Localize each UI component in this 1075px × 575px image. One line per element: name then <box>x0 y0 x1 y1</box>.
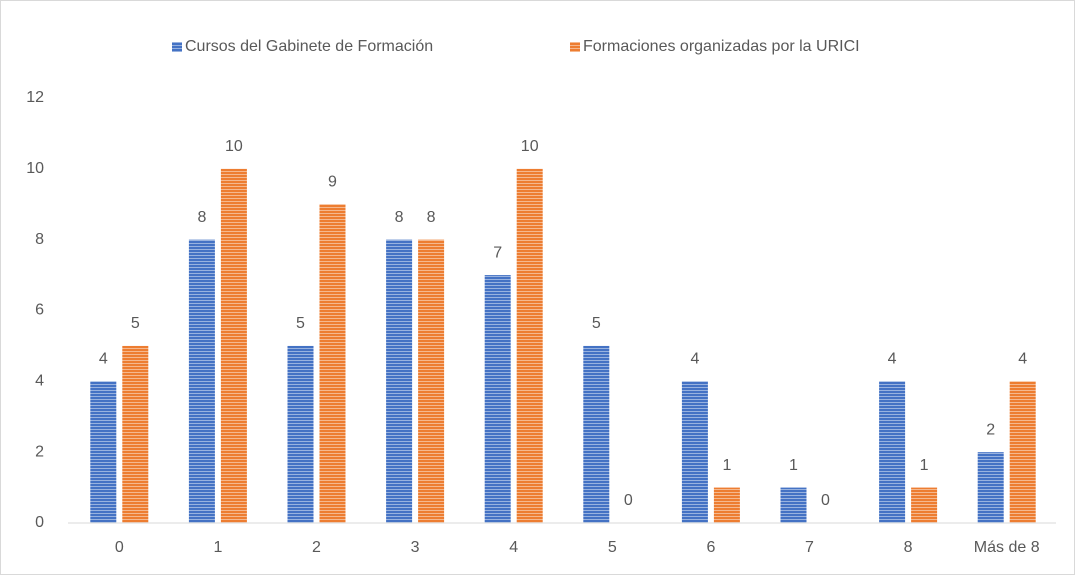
data-label: 1 <box>722 457 731 474</box>
data-label: 4 <box>690 351 699 368</box>
x-tick-label: 4 <box>509 539 518 556</box>
y-tick-label: 2 <box>35 443 44 460</box>
bar <box>713 487 740 523</box>
bar <box>484 275 511 523</box>
legend-label: Cursos del Gabinete de Formación <box>185 38 433 55</box>
bar <box>386 239 413 523</box>
data-label: 8 <box>395 209 404 226</box>
data-label: 8 <box>427 209 436 226</box>
bar <box>287 345 314 523</box>
y-tick-label: 12 <box>26 89 44 106</box>
x-tick-label: 8 <box>904 539 913 556</box>
x-tick-label: 2 <box>312 539 321 556</box>
bar <box>1009 381 1036 523</box>
x-tick-label: 7 <box>805 539 814 556</box>
x-tick-label: 5 <box>608 539 617 556</box>
bar <box>220 168 247 524</box>
data-label: 8 <box>197 209 206 226</box>
data-label: 10 <box>521 138 539 155</box>
bar <box>681 381 708 523</box>
y-tick-label: 6 <box>35 302 44 319</box>
data-label: 4 <box>1018 351 1027 368</box>
data-label: 2 <box>986 421 995 438</box>
bar <box>319 204 346 523</box>
x-tick-label: 6 <box>706 539 715 556</box>
x-tick-label: 1 <box>213 539 222 556</box>
data-label: 1 <box>789 457 798 474</box>
bar <box>516 168 543 524</box>
y-tick-label: 8 <box>35 231 44 248</box>
data-label: 10 <box>225 138 243 155</box>
bar <box>583 345 610 523</box>
bar <box>879 381 906 523</box>
data-label: 4 <box>888 351 897 368</box>
x-tick-label: 3 <box>411 539 420 556</box>
data-label: 0 <box>821 492 830 509</box>
data-label: 7 <box>493 244 502 261</box>
legend-marker <box>570 42 580 52</box>
legend-label: Formaciones organizadas por la URICI <box>583 38 860 55</box>
bar <box>977 452 1004 523</box>
bar <box>911 487 938 523</box>
x-tick-label: Más de 8 <box>974 539 1040 556</box>
bar <box>90 381 117 523</box>
bar <box>418 239 445 523</box>
y-tick-label: 10 <box>26 160 44 177</box>
bar <box>188 239 215 523</box>
x-tick-label: 0 <box>115 539 124 556</box>
data-label: 4 <box>99 351 108 368</box>
data-label: 0 <box>624 492 633 509</box>
bar <box>122 345 149 523</box>
y-tick-label: 4 <box>35 373 44 390</box>
legend-marker <box>172 42 182 52</box>
bar <box>780 487 807 523</box>
data-label: 9 <box>328 173 337 190</box>
data-label: 5 <box>296 315 305 332</box>
y-tick-label: 0 <box>35 514 44 531</box>
data-label: 5 <box>592 315 601 332</box>
data-label: 5 <box>131 315 140 332</box>
data-label: 1 <box>920 457 929 474</box>
